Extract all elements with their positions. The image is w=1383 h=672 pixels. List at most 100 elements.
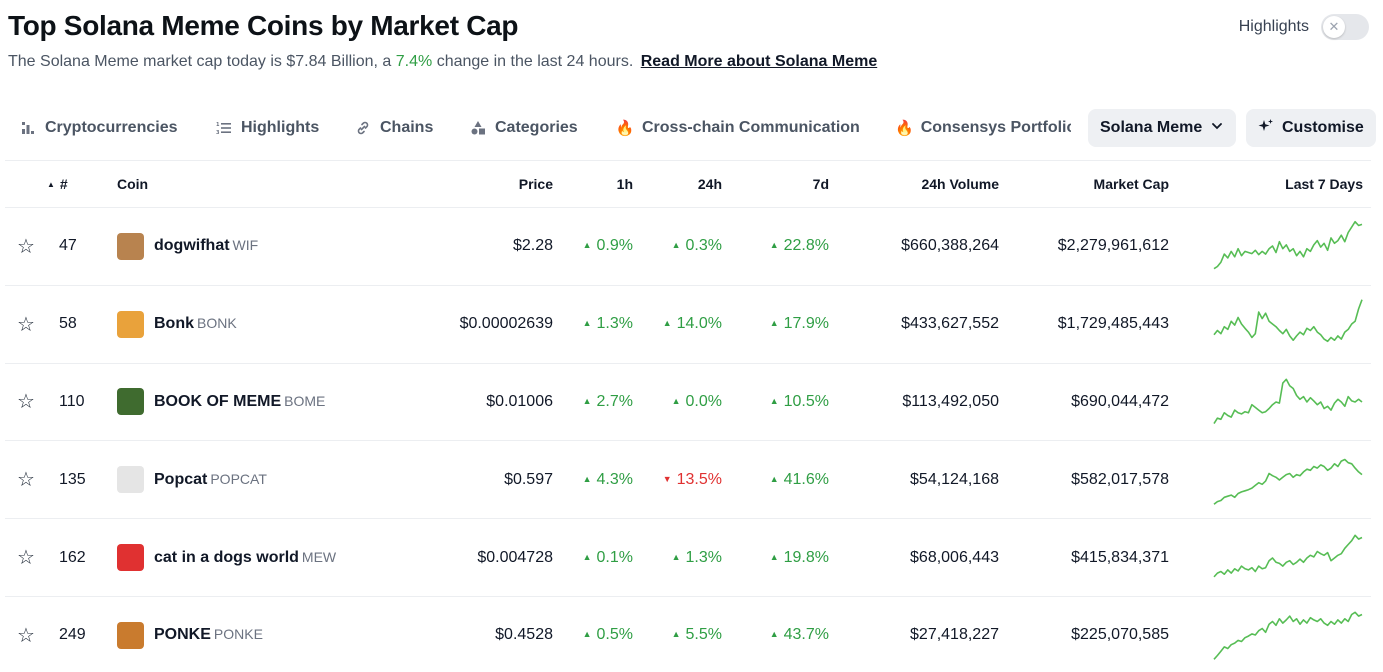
change-24h-cell: ▲ 0.0% [641,363,730,441]
header-coin[interactable]: Coin [117,176,149,192]
volume-cell: $113,492,050 [902,392,999,410]
coin-symbol: BONK [197,315,237,332]
star-icon[interactable]: ☆ [17,547,35,570]
change-1h: 0.1% [596,548,633,566]
star-icon[interactable]: ☆ [17,469,35,492]
coins-table: ▲ # Coin Price 1h 24h 7d 24h Volume Marke… [5,160,1371,672]
summary-change-pct: 7.4% [395,53,433,70]
sort-up-icon: ▲ [47,180,55,189]
change-1h: 0.5% [596,626,633,644]
tab-cross-chain-communication[interactable]: 🔥 Cross-chain Communication [615,108,860,148]
coin-logo [117,466,144,494]
header-market-cap[interactable]: Market Cap [1093,176,1169,192]
coin-name[interactable]: PONKE [154,626,211,644]
change-24h: 14.0% [676,315,722,333]
coin-cell[interactable]: Popcat POPCAT [109,441,439,519]
change-24h-cell: ▲ 0.3% [641,208,730,286]
coin-name[interactable]: BOOK OF MEME [154,392,282,410]
header-rank[interactable]: ▲ # [47,161,109,208]
table-row[interactable]: ☆ 162 cat in a dogs world MEW $0.004728 ▲ 0.1%… [5,519,1371,597]
rank-cell: 162 [59,548,86,566]
star-icon[interactable]: ☆ [17,235,35,258]
table-row[interactable]: ☆ 110 BOOK OF MEME BOME $0.01006 ▲ 2.7% ▲ 0.0% ▲ 1… [5,363,1371,441]
coin-cell[interactable]: Bonk BONK [109,285,439,363]
change-arrow-icon: ▲ [582,395,592,406]
sparkline-cell [1177,519,1371,597]
volume-cell: $433,627,552 [901,315,999,333]
change-arrow-icon: ▲ [662,318,672,329]
star-icon[interactable]: ☆ [17,313,35,336]
favorite-cell: ☆ [5,208,47,286]
customise-label: Customise [1282,119,1364,136]
coin-cell[interactable]: BOOK OF MEME BOME [109,363,439,441]
sparkline-path [1213,611,1363,661]
coin-cell[interactable]: cat in a dogs world MEW [109,519,439,597]
customise-button[interactable]: Customise [1246,109,1376,147]
change-arrow-icon: ▲ [582,318,592,329]
change-24h: 0.3% [685,237,722,255]
change-7d: 17.9% [783,315,829,333]
table-row[interactable]: ☆ 58 Bonk BONK $0.00002639 ▲ 1.3% ▲ 14.0% ▲ 17.9% $… [5,285,1371,364]
shapes-icon [468,120,488,136]
change-1h-cell: ▲ 0.9% [561,208,641,286]
price-cell: $0.01006 [486,392,553,410]
change-24h: 1.3% [685,548,722,566]
volume-cell: $68,006,443 [910,548,999,566]
tab-chains[interactable]: Chains [353,108,433,148]
sparkline-path [1213,458,1363,505]
table-row[interactable]: ☆ 47 dogwifhat WIF $2.28 ▲ 0.9% ▲ 0.3% ▲ 22.8% $660… [5,208,1371,286]
tab-consensys-portfolio[interactable]: 🔥 Consensys Portfolio [895,108,1071,148]
highlights-toggle[interactable]: Highlights ✕ [1239,14,1369,40]
coin-name[interactable]: Popcat [154,470,208,488]
market-cap-cell: $225,070,585 [1071,626,1169,644]
change-arrow-icon: ▲ [582,240,592,251]
price-cell: $0.00002639 [459,315,553,333]
market-cap-cell: $2,279,961,612 [1057,237,1169,255]
coin-cell[interactable]: dogwifhat WIF [109,208,439,286]
highlights-toggle-label: Highlights [1238,18,1309,35]
sparkline-chart [1213,458,1363,505]
rank-cell: 249 [59,626,86,644]
header-1h[interactable]: 1h [616,176,633,192]
coin-logo [117,621,144,649]
table-row[interactable]: ☆ 249 PONKE PONKE $0.4528 ▲ 0.5% ▲ 5.5% ▲ 43.7% $27… [5,596,1371,672]
read-more-link[interactable]: Read More about Solana Meme [640,53,878,70]
coin-name[interactable]: cat in a dogs world [154,548,299,566]
rank-cell: 47 [59,237,77,255]
header-volume[interactable]: 24h Volume [921,176,999,192]
star-icon[interactable]: ☆ [17,624,35,647]
coin-name[interactable]: Bonk [154,315,194,333]
header-24h[interactable]: 24h [697,176,722,192]
category-dropdown[interactable]: Solana Meme [1088,109,1237,147]
market-cap-cell: $415,834,371 [1071,548,1169,566]
table-row[interactable]: ☆ 135 Popcat POPCAT $0.597 ▲ 4.3% ▼ 13.5% ▲ 41.6% $… [5,441,1371,519]
change-arrow-icon: ▲ [671,629,681,640]
star-icon[interactable]: ☆ [17,391,35,414]
header-7d[interactable]: 7d [812,176,829,192]
change-7d-cell: ▲ 22.8% [730,208,837,286]
change-arrow-icon: ▲ [671,395,681,406]
favorite-cell: ☆ [5,441,47,519]
change-24h-cell: ▲ 5.5% [641,596,730,672]
favorite-cell: ☆ [5,596,47,672]
toggle-switch[interactable]: ✕ [1321,14,1369,40]
price-cell: $0.597 [504,470,553,488]
tab-label: Highlights [241,119,320,136]
coin-symbol: BOME [284,392,326,409]
change-24h-cell: ▲ 14.0% [641,285,730,363]
coin-cell[interactable]: PONKE PONKE [109,596,439,672]
coin-logo [117,232,144,260]
change-1h-cell: ▲ 1.3% [561,285,641,363]
sparkline-path [1213,221,1363,270]
change-1h: 2.7% [596,392,633,410]
tab-cryptocurrencies[interactable]: Cryptocurrencies [18,108,178,148]
tab-categories[interactable]: Categories [468,108,578,148]
header-price[interactable]: Price [518,176,553,192]
change-7d-cell: ▲ 43.7% [730,596,837,672]
coin-name[interactable]: dogwifhat [154,237,230,255]
change-arrow-icon: ▼ [662,473,672,484]
change-7d: 10.5% [783,392,829,410]
